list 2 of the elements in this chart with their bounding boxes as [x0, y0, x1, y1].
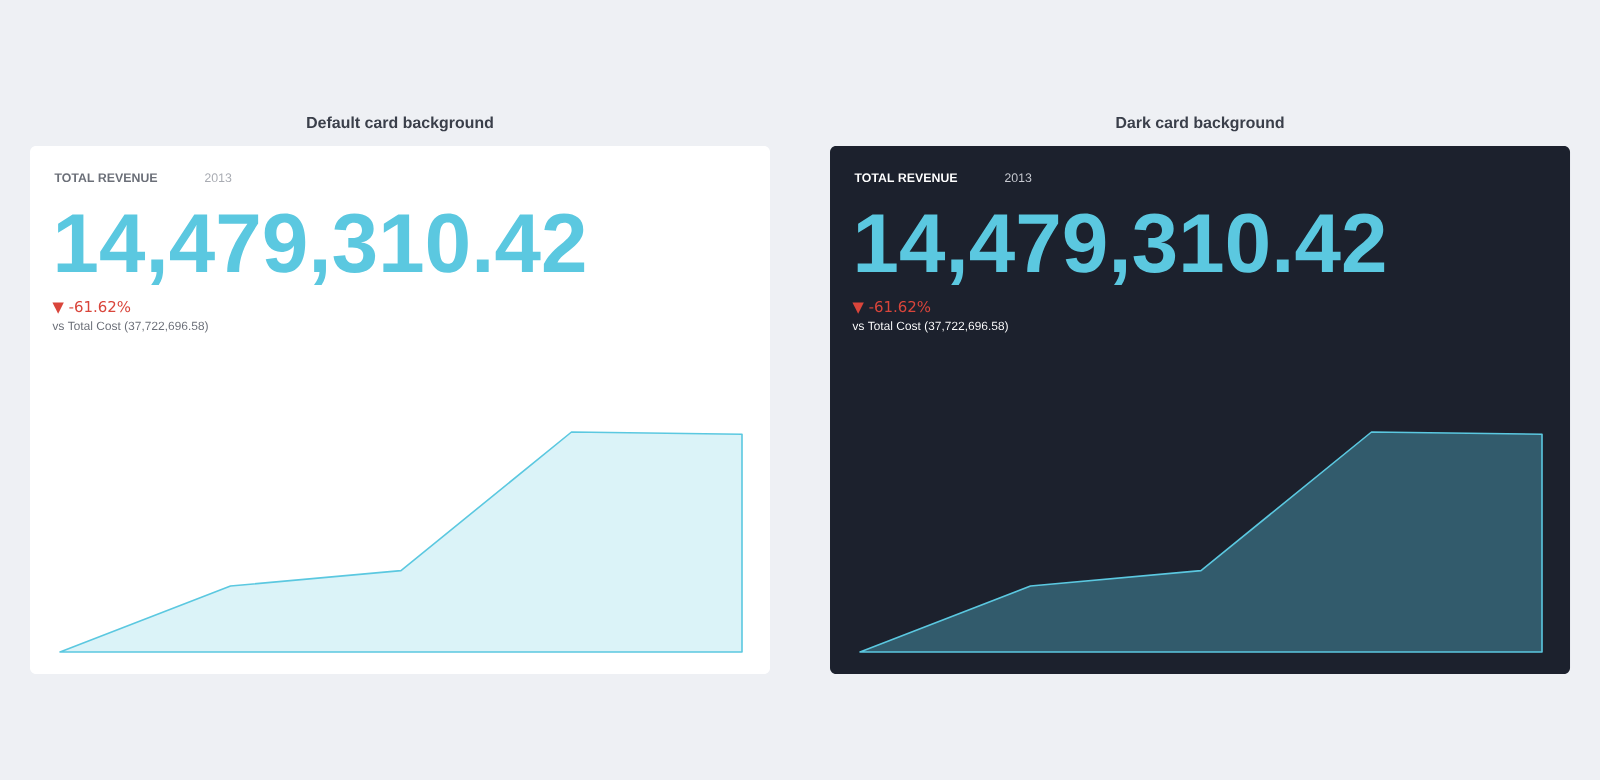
text: 14,479,310.42 [57, 213, 585, 285]
text: 14,479,310.42 [857, 213, 1385, 285]
